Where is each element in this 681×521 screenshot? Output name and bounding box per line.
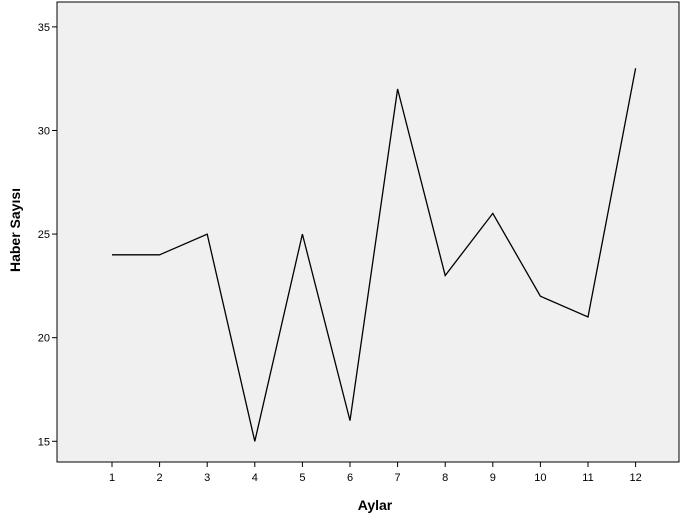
x-tick-label: 6 — [347, 472, 353, 484]
x-tick-label: 12 — [629, 472, 641, 484]
y-tick-label: 25 — [38, 229, 50, 241]
x-axis: 1 2 3 4 5 6 7 8 9 10 11 12 — [109, 462, 642, 484]
x-tick-label: 1 — [109, 472, 115, 484]
y-tick-label: 15 — [38, 436, 50, 448]
x-tick-label: 5 — [299, 472, 305, 484]
x-tick-label: 2 — [157, 472, 163, 484]
x-tick-label: 8 — [442, 472, 448, 484]
x-tick-label: 9 — [490, 472, 496, 484]
y-axis-title: Haber Sayısı — [7, 188, 23, 272]
x-tick-label: 10 — [534, 472, 546, 484]
y-axis: 15 20 25 30 35 — [38, 22, 57, 448]
x-tick-label: 11 — [582, 472, 593, 484]
y-tick-label: 30 — [38, 125, 50, 137]
y-tick-label: 35 — [38, 22, 50, 34]
x-tick-label: 7 — [395, 472, 401, 484]
x-axis-title: Aylar — [358, 497, 393, 513]
x-tick-label: 4 — [252, 472, 258, 484]
series-line — [112, 68, 637, 442]
y-tick-label: 20 — [38, 333, 50, 345]
plot-area — [56, 1, 680, 463]
x-tick-label: 3 — [204, 472, 210, 484]
